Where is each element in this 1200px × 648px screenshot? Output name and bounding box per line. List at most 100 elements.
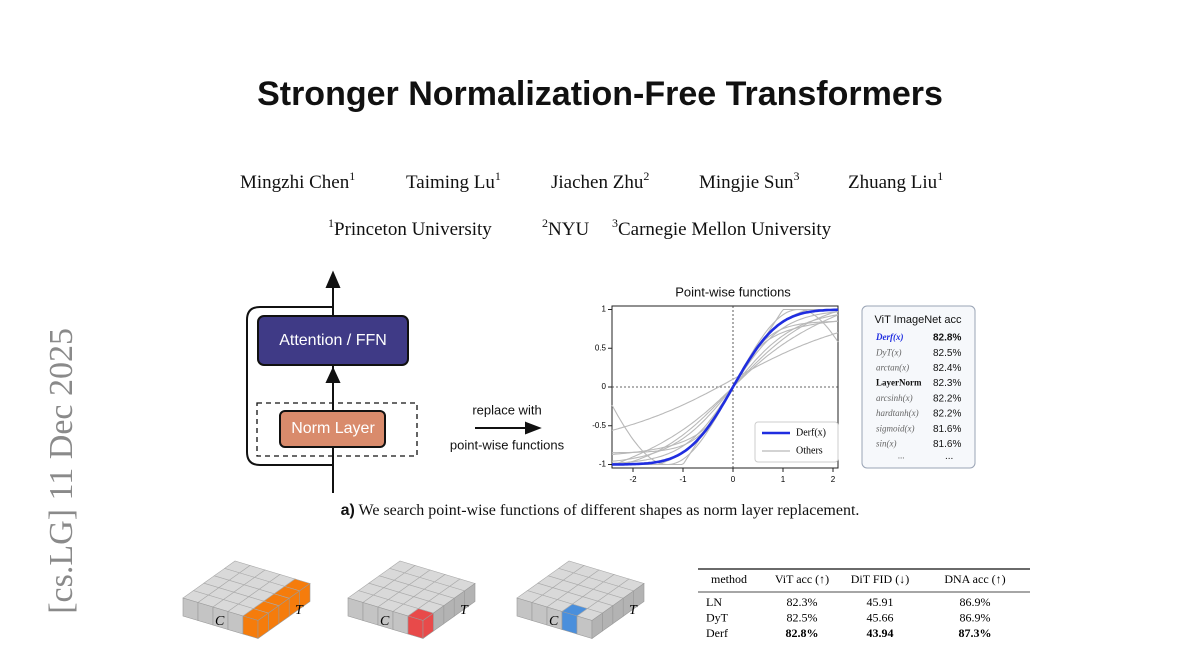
paper-title: Stronger Normalization-Free Transformers [257,75,943,113]
norm-box [279,410,386,448]
legend-label: Derf(x) [796,427,826,438]
inset-function: ... [898,451,905,461]
inset-acc: 82.5% [933,348,961,359]
inset-acc: 82.2% [933,409,961,420]
author-affil: 3 [793,169,799,183]
affiliation: 2NYU [542,216,589,241]
cube-label-c: C [549,614,559,629]
affiliation: 1Princeton University [328,216,492,241]
author: Mingzhi Chen1 [240,169,355,194]
inset-title: ViT ImageNet acc [874,314,962,326]
legend-label: Others [796,445,823,456]
table-cell: 86.9% [960,610,991,624]
table-method: LN [706,595,722,609]
table-header: ViT acc (↑) [775,572,829,586]
table-header: DNA acc (↑) [944,572,1005,586]
y-tick-label: -0.5 [592,421,606,430]
plot-curves: -2 -1 0 1 2 1 0.5 0 -0.5 -1 Derf(x) Others [592,305,839,484]
caption: a) We search point-wise functions of dif… [341,502,860,520]
y-tick-label: 0 [602,382,607,391]
inset-acc: 82.4% [933,363,961,374]
table-method: Derf [706,626,728,640]
cube-label-t: T [460,603,469,618]
author-name: Mingzhi Chen [240,172,350,193]
other-curve [611,332,839,431]
residual-path [246,306,333,466]
arxiv-side-label: [cs.LG] 11 Dec 2025 [43,328,80,614]
affil-mark: 1 [328,216,334,230]
author: Taiming Lu1 [406,169,501,194]
author-affil: 1 [937,169,943,183]
table-cell: 45.91 [867,595,894,609]
inset-function: arctan(x) [876,362,909,372]
inset-function: DyT(x) [875,347,902,357]
affil-name: Carnegie Mellon University [618,219,832,240]
table-header: method [711,572,747,586]
other-curve [611,314,839,462]
inset-acc: 82.8% [933,333,961,344]
y-tick-label: -1 [599,460,607,469]
table-cell: 82.3% [787,595,818,609]
plot-title: Point-wise functions [675,284,791,299]
diagram [246,270,542,493]
inset-function: hardtanh(x) [876,408,919,418]
derf-curve [611,308,839,466]
caption-label: a) [341,502,355,519]
table-cell: 86.9% [960,595,991,609]
inset-acc: ... [945,451,953,462]
norm-label: Norm Layer [291,420,375,437]
affil-name: NYU [548,219,589,240]
cube-label-t: T [629,603,638,618]
x-tick-label: 0 [731,475,736,484]
author: Mingjie Sun3 [699,169,799,194]
author-affil: 1 [495,169,501,183]
table-cell: 82.5% [787,610,818,624]
cell-side [591,612,603,640]
inset-function: LayerNorm [876,378,922,388]
results-table: method ViT acc (↑) DiT FID (↓) DNA acc (↑) L… [706,572,1006,640]
arrow-head [325,270,341,288]
cube-label-t: T [295,603,304,618]
x-tick-label: 1 [781,475,786,484]
author-affil: 1 [349,169,355,183]
author-name: Taiming Lu [406,172,495,193]
inset-acc: 82.3% [933,378,961,389]
inset-box [861,305,976,469]
table-cell: 43.94 [867,626,894,640]
table-header: DiT FID (↓) [851,572,909,586]
author-name: Mingjie Sun [699,172,794,193]
author: Jiachen Zhu2 [551,169,649,194]
inset-acc: 82.2% [933,393,961,404]
arrow-head [525,421,542,435]
y-tick-label: 1 [602,305,607,314]
inset-function: sin(x) [876,438,897,448]
x-tick-label: -2 [629,475,637,484]
x-tick-label: 2 [831,475,836,484]
author-name: Jiachen Zhu [551,172,644,193]
author: Zhuang Liu1 [848,169,943,194]
table-cell: 45.66 [867,610,894,624]
affil-name: Princeton University [334,219,492,240]
block-label: Attention / FFN [279,332,387,349]
inset-acc: 81.6% [933,424,961,435]
table-method: DyT [706,610,729,624]
arrow-label: point-wise functions [450,437,565,452]
author-affil: 2 [643,169,649,183]
cube-label-c: C [380,614,390,629]
cube-label-c: C [215,614,225,629]
caption-text: We search point-wise functions of differ… [359,502,860,519]
arrow-label: replace with [472,402,541,417]
affil-mark: 3 [612,216,618,230]
inset-acc: 81.6% [933,439,961,450]
arrow-head [325,366,341,383]
x-tick-label: -1 [679,475,687,484]
table-cell: 87.3% [959,626,992,640]
table-cell: 82.8% [786,626,819,640]
affil-mark: 2 [542,216,548,230]
author-name: Zhuang Liu [848,172,938,193]
inset-function: Derf(x) [875,332,904,342]
